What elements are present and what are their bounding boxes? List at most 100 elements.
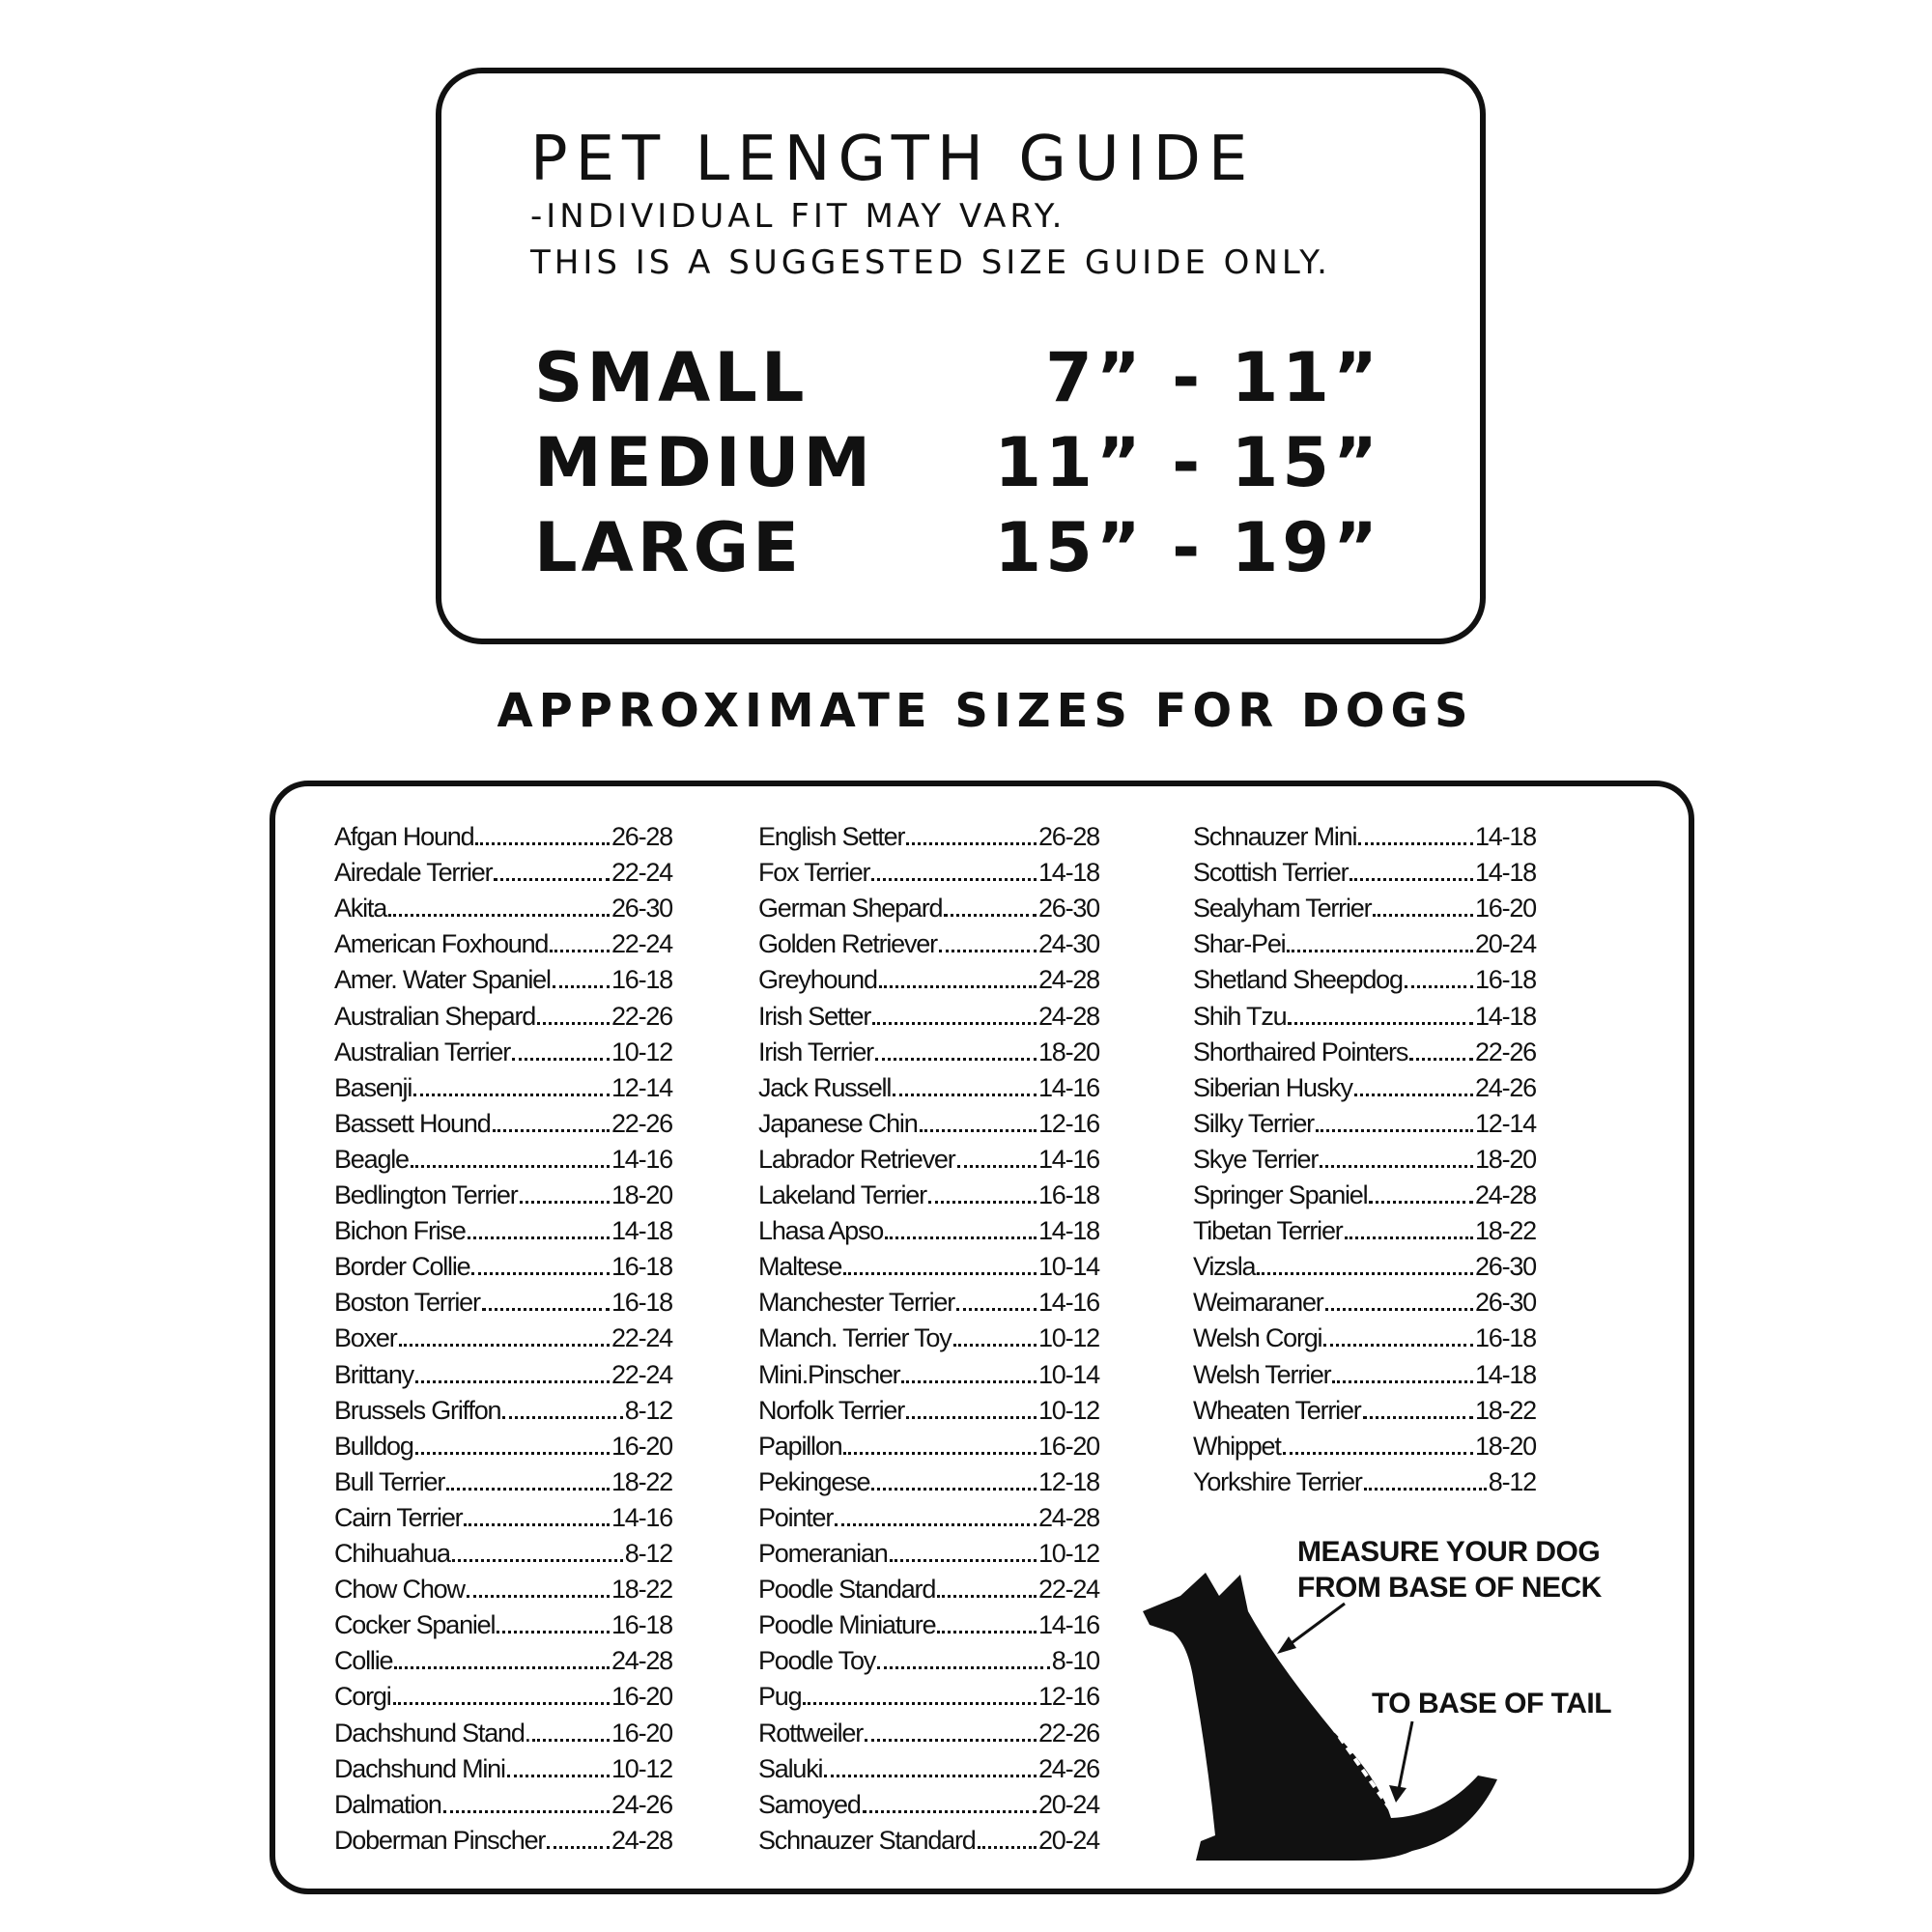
breed-name: Tibetan Terrier: [1193, 1216, 1344, 1246]
breed-range: 18-22: [1474, 1395, 1537, 1425]
measure-text: TO BASE OF TAIL: [1372, 1688, 1612, 1719]
breed-name: Afgan Hound: [334, 822, 475, 851]
breed-row: Afgan Hound 26-28: [334, 819, 673, 852]
breed-row: Pointer 24-28: [758, 1500, 1100, 1533]
breed-name: Dachshund Mini: [334, 1753, 506, 1783]
dot-leader: [467, 1236, 610, 1240]
breed-row: Corgi 16-20: [334, 1679, 673, 1712]
breed-row: Chow Chow 18-22: [334, 1572, 673, 1605]
dot-leader: [1315, 1128, 1473, 1132]
arrow-head: [1389, 1785, 1406, 1803]
dot-leader: [885, 1236, 1037, 1240]
breed-range: 8-10: [1051, 1646, 1100, 1676]
breed-range: 24-28: [1037, 1001, 1100, 1031]
breed-range: 16-20: [1474, 894, 1537, 923]
breed-name: Australian Terrier: [334, 1037, 511, 1066]
breed-name: Basenji: [334, 1072, 412, 1102]
breed-range: 16-18: [1474, 965, 1537, 995]
breed-name: Pug: [758, 1682, 803, 1712]
dot-leader: [1282, 1451, 1473, 1455]
breed-row: Beagle 14-16: [334, 1142, 673, 1175]
dot-leader: [874, 1057, 1037, 1061]
dot-leader: [927, 1201, 1037, 1204]
dot-leader: [1353, 1093, 1473, 1096]
breed-range: 14-18: [1474, 858, 1537, 888]
breed-range: 16-18: [1037, 1180, 1100, 1209]
breed-range: 22-26: [611, 1108, 673, 1138]
dot-leader: [414, 1379, 610, 1383]
breed-range: 10-12: [1037, 1323, 1100, 1353]
breed-row: Poodle Toy 8-10: [758, 1643, 1100, 1676]
breed-name: Lakeland Terrier: [758, 1180, 927, 1209]
breed-range: 16-20: [611, 1718, 673, 1747]
breed-name: American Foxhound: [334, 929, 549, 959]
breed-range: 22-26: [611, 1001, 673, 1031]
breed-row: Boxer 22-24: [334, 1321, 673, 1353]
breed-row: Australian Shepard 22-26: [334, 999, 673, 1032]
breed-range: 24-28: [611, 1646, 673, 1676]
dot-leader: [446, 1487, 610, 1491]
breed-row: Papillon 16-20: [758, 1429, 1100, 1462]
breed-row: Poodle Miniature 14-16: [758, 1607, 1100, 1640]
breed-range: 22-24: [1037, 1575, 1100, 1605]
breed-range: 14-16: [1037, 1072, 1100, 1102]
breed-name: Beagle: [334, 1144, 410, 1174]
breed-range: 16-18: [611, 1288, 673, 1318]
breed-row: Bassett Hound 22-26: [334, 1106, 673, 1139]
breed-name: Skye Terrier: [1193, 1144, 1319, 1174]
dot-leader: [1287, 950, 1473, 953]
breed-row: Scottish Terrier 14-18: [1193, 855, 1537, 888]
breed-range: 10-12: [1037, 1539, 1100, 1568]
breed-range: 22-24: [611, 1359, 673, 1389]
breed-row: Boston Terrier 16-18: [334, 1285, 673, 1318]
breed-range: 14-18: [1474, 1001, 1537, 1031]
breed-row: Greyhound 24-28: [758, 962, 1100, 995]
breed-name: Akita: [334, 894, 387, 923]
breed-name: Wheaten Terrier: [1193, 1395, 1362, 1425]
breed-range: 16-20: [611, 1682, 673, 1712]
breed-row: Shorthaired Pointers 22-26: [1193, 1035, 1537, 1067]
dot-leader: [1324, 1308, 1473, 1312]
breed-name: Amer. Water Spaniel: [334, 965, 552, 995]
dot-leader: [919, 1128, 1037, 1132]
dot-leader: [531, 1738, 610, 1742]
breed-name: Schnauzer Standard: [758, 1825, 977, 1855]
breed-row: Siberian Husky 24-26: [1193, 1070, 1537, 1103]
breed-row: Shetland Sheepdog 16-18: [1193, 962, 1537, 995]
breed-row: Rottweiler 22-26: [758, 1716, 1100, 1748]
breed-range: 10-12: [1037, 1395, 1100, 1425]
breed-name: Poodle Standard: [758, 1575, 936, 1605]
breed-name: Dachshund Stand.: [334, 1718, 531, 1747]
title: PET LENGTH GUIDE: [530, 124, 1256, 195]
dot-leader: [413, 1093, 610, 1096]
breed-range: 14-18: [1474, 822, 1537, 851]
breed-row: Schnauzer Standard 20-24: [758, 1823, 1100, 1856]
breed-row: Fox Terrier 14-18: [758, 855, 1100, 888]
breed-name: Doberman Pinscher: [334, 1825, 546, 1855]
dot-leader: [442, 1809, 610, 1813]
dot-leader: [392, 1702, 610, 1706]
breed-name: German Shepard: [758, 894, 944, 923]
breed-range: 12-18: [1037, 1466, 1100, 1496]
breed-name: Mini.Pinscher: [758, 1359, 901, 1389]
arrow: [1284, 1602, 1346, 1650]
breed-range: 8-12: [624, 1539, 673, 1568]
dot-leader: [492, 1128, 610, 1132]
size-name: LARGE: [534, 508, 803, 587]
breed-row: Amer. Water Spaniel 16-18: [334, 962, 673, 995]
breed-name: Bedlington Terrier: [334, 1180, 519, 1209]
breed-name: Corgi: [334, 1682, 392, 1712]
breed-range: 22-24: [611, 929, 673, 959]
dot-leader: [1363, 1487, 1487, 1491]
size-name: MEDIUM: [534, 423, 875, 502]
breed-range: 20-24: [1474, 929, 1537, 959]
breed-name: Cocker Spaniel: [334, 1610, 496, 1640]
dot-leader: [1344, 1236, 1473, 1240]
breed-row: Lhasa Apso 14-18: [758, 1213, 1100, 1246]
dot-leader: [1320, 1164, 1473, 1168]
breed-name: Norfolk Terrier: [758, 1395, 905, 1425]
breed-row: Shar-Pei 20-24: [1193, 926, 1537, 959]
breed-range: 24-26: [611, 1789, 673, 1819]
breed-name: Schnauzer Mini: [1193, 822, 1357, 851]
breed-row: Bulldog 16-20: [334, 1429, 673, 1462]
